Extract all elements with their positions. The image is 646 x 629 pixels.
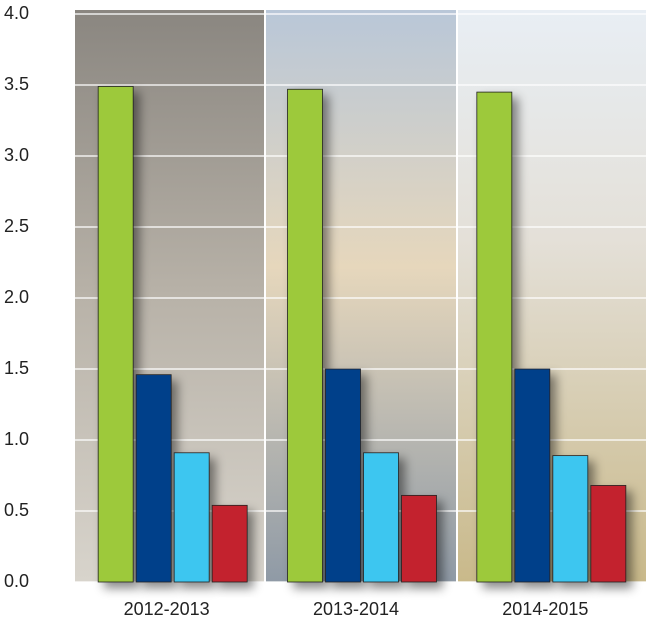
page: 0.0 0.5 1.0 1.5 2.0 2.5 3.0 3.5 4.0 2012-2013 2013… [0,0,646,629]
bar [212,505,247,582]
y-tick-label: 1.0 [4,429,29,449]
bar [364,453,399,582]
bar [402,495,437,582]
y-tick-label: 0.5 [4,500,29,520]
y-tick-label: 0.0 [4,571,29,591]
bar [288,89,323,582]
bar [553,456,588,582]
y-tick-label: 1.5 [4,358,29,378]
x-tick-label: 2014-2015 [502,599,588,619]
bar [174,453,209,582]
bar [326,369,361,582]
bar [136,375,171,582]
y-tick-label: 4.0 [4,3,29,23]
y-tick-label: 3.0 [4,145,29,165]
y-tick-label: 2.5 [4,216,29,236]
bar [515,369,550,582]
x-tick-label: 2012-2013 [124,599,210,619]
bar [477,92,512,582]
bar [591,485,626,582]
x-tick-label: 2013-2014 [313,599,399,619]
bar [98,86,133,582]
chart: 0.0 0.5 1.0 1.5 2.0 2.5 3.0 3.5 4.0 2012-2013 2013… [0,0,646,629]
y-tick-label: 2.0 [4,287,29,307]
y-tick-label: 3.5 [4,74,29,94]
